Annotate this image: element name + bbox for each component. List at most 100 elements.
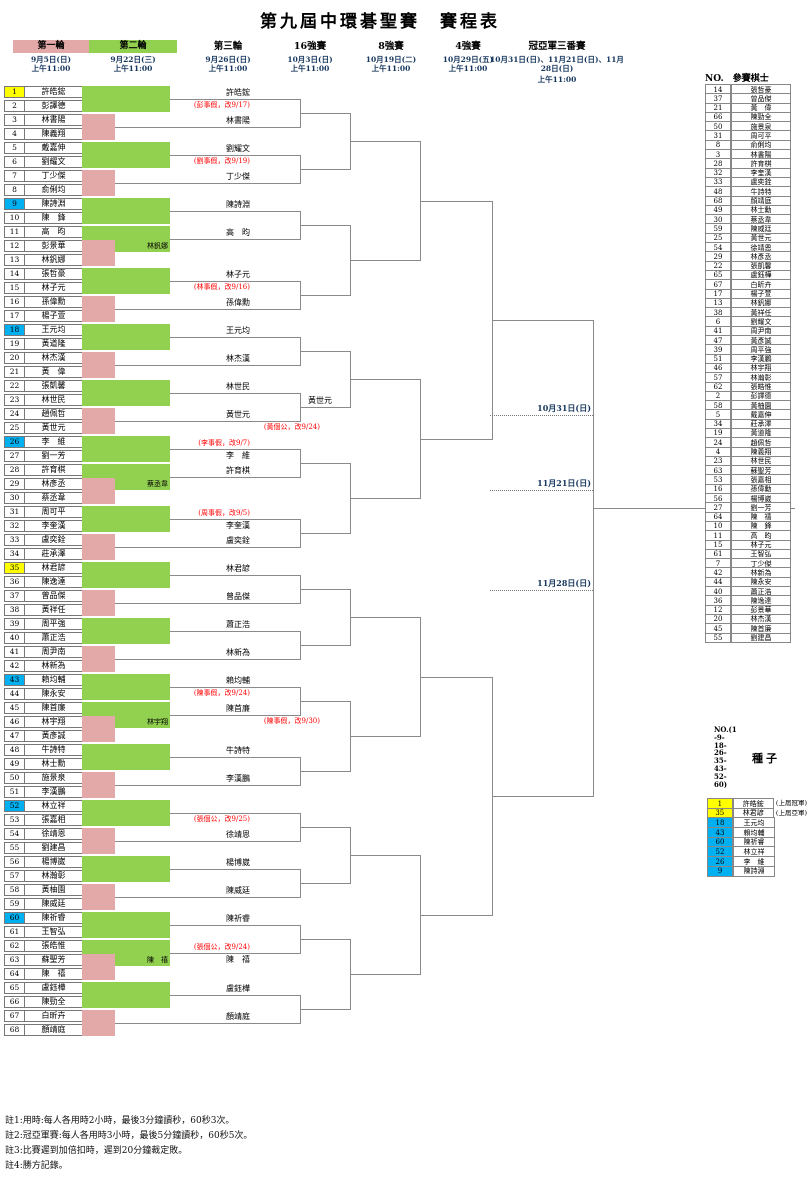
round-header-label: 16強賽	[293, 41, 327, 52]
player-number-cell: 21	[4, 366, 25, 378]
final-game-dotted-line	[490, 415, 593, 416]
player-name-cell: 王智弘	[24, 926, 83, 938]
advance-line	[170, 211, 300, 212]
player-number-cell: 51	[4, 786, 25, 798]
winner-label: 蕭正浩	[226, 620, 250, 629]
footnote: 註1:用時:每人各用時2小時，最後3分鐘讀秒，60秒3次。	[5, 1116, 235, 1126]
player-name-cell: 黃彥誠	[24, 730, 83, 742]
advance-line	[300, 1009, 350, 1010]
advance-line	[170, 631, 300, 632]
round-header-date-line: 10月19日(二)	[365, 55, 417, 64]
player-name-cell: 俞俐均	[24, 184, 83, 196]
player-number-cell: 35	[4, 562, 25, 574]
player-number-cell: 23	[4, 394, 25, 406]
player-name-cell: 林君諺	[24, 562, 83, 574]
footnote: 註2:冠亞軍賽:每人各用時3小時，最後5分鐘讀秒，60秒5次。	[5, 1131, 253, 1141]
player-number-cell: 37	[4, 590, 25, 602]
player-name-cell: 陳詩淵	[24, 198, 83, 210]
player-number-cell: 61	[4, 926, 25, 938]
player-name-cell: 張皓惟	[24, 940, 83, 952]
advance-line	[420, 439, 492, 440]
player-name-cell: 莊承澤	[24, 548, 83, 560]
advance-line	[350, 498, 420, 499]
player-name-cell: 曾品傑	[24, 590, 83, 602]
advance-line	[115, 309, 300, 310]
advance-line	[170, 281, 300, 282]
advance-line	[300, 883, 350, 884]
player-number-cell: 62	[4, 940, 25, 952]
winner-label: 楊博崴	[226, 858, 250, 867]
player-number-cell: 60	[4, 912, 25, 924]
advance-line	[300, 589, 350, 590]
player-number-cell: 33	[4, 534, 25, 546]
player-name-cell: 孫偉勳	[24, 296, 83, 308]
second-round-bar	[82, 618, 170, 644]
final-game-date-label: 11月21日(日)	[537, 478, 591, 488]
participants-no-header: NO.	[705, 74, 724, 84]
player-name-cell: 黃祥任	[24, 604, 83, 616]
champion-line	[593, 508, 795, 509]
player-name-cell: 黃世元	[24, 422, 83, 434]
player-number-cell: 11	[4, 226, 25, 238]
round-header-date: 10月31日(日)、11月21日(日)、11月28日(日)	[490, 55, 624, 73]
player-name-cell: 黃 偉	[24, 366, 83, 378]
seed-name-cell: 陳詩淵	[733, 865, 775, 877]
advance-line	[170, 715, 300, 716]
first-round-bar	[82, 114, 115, 140]
second-round-bar	[82, 506, 170, 532]
participants-header: NO. 參賽棋士	[705, 74, 793, 85]
winner-label: 陳 禧	[226, 955, 250, 964]
player-number-cell: 30	[4, 492, 25, 504]
player-number-cell: 66	[4, 996, 25, 1008]
player-name-cell: 張嘉相	[24, 814, 83, 826]
round-header-date-line: 10月3日(日)	[287, 55, 333, 64]
advance-line	[350, 141, 420, 142]
player-name-cell: 林書陽	[24, 114, 83, 126]
player-number-cell: 19	[4, 338, 25, 350]
final-game-dotted-line	[490, 590, 593, 591]
first-round-bar	[82, 716, 115, 742]
player-number-cell: 46	[4, 716, 25, 728]
participant-no-cell: 55	[705, 632, 731, 643]
reschedule-note: (張個公，改9/24)	[193, 943, 250, 951]
player-name-cell: 丁少傑	[24, 170, 83, 182]
seed-numbers-label: NO.(1 -9- 18- 26- 35- 43- 52- 60)	[714, 725, 737, 789]
player-number-cell: 55	[4, 842, 25, 854]
reschedule-note: (陳事假，改9/24)	[193, 689, 250, 697]
round-header-time: 上午11:00	[31, 64, 71, 73]
advance-line	[300, 771, 350, 772]
player-name-cell: 陳逸達	[24, 576, 83, 588]
player-number-cell: 58	[4, 884, 25, 896]
player-number-cell: 43	[4, 674, 25, 686]
winner-label: 顏靖庭	[226, 1012, 250, 1021]
advance-line	[115, 365, 300, 366]
player-number-cell: 17	[4, 310, 25, 322]
reschedule-note: (劉事假，改9/19)	[193, 157, 250, 165]
advance-line	[115, 603, 300, 604]
first-round-bar	[82, 884, 115, 910]
player-name-cell: 陳首廉	[24, 702, 83, 714]
player-name-cell: 蕭正浩	[24, 632, 83, 644]
player-number-cell: 20	[4, 352, 25, 364]
first-round-bar	[82, 170, 115, 196]
inner-winner-label: 陳 禧	[147, 956, 168, 964]
advance-line	[170, 239, 300, 240]
player-number-cell: 45	[4, 702, 25, 714]
second-round-bar	[82, 674, 170, 700]
player-name-cell: 賴均輔	[24, 674, 83, 686]
player-number-cell: 25	[4, 422, 25, 434]
player-number-cell: 39	[4, 618, 25, 630]
advance-line	[300, 407, 350, 408]
player-number-cell: 49	[4, 758, 25, 770]
player-name-cell: 林杰漢	[24, 352, 83, 364]
player-name-cell: 陳威廷	[24, 898, 83, 910]
advance-line	[170, 393, 300, 394]
round-header-date: 9月26日(日) 上午11:00	[188, 55, 268, 73]
second-round-bar	[82, 324, 170, 350]
player-name-cell: 林新為	[24, 660, 83, 672]
player-number-cell: 4	[4, 128, 25, 140]
advance-line	[300, 939, 350, 940]
participant-name-cell: 劉建昌	[731, 632, 791, 643]
round-header-date-line: 9月5日(日)	[30, 55, 72, 64]
first-round-bar	[82, 478, 115, 504]
